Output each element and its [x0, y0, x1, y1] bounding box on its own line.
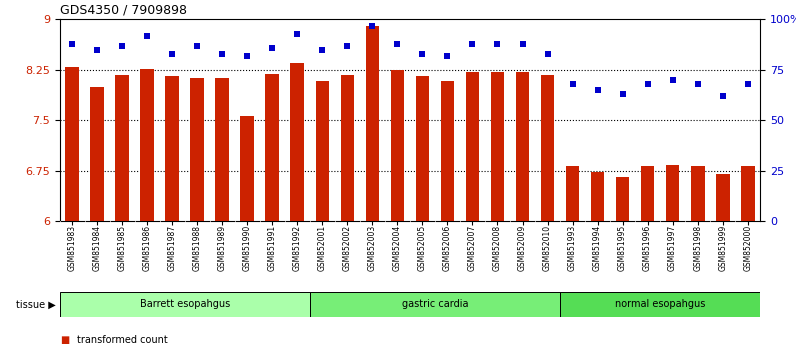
Bar — [310, 292, 560, 317]
Text: GSM851990: GSM851990 — [243, 225, 252, 271]
Bar — [416, 76, 429, 221]
Point — [666, 77, 679, 83]
Bar — [741, 166, 755, 221]
Text: GSM851993: GSM851993 — [568, 225, 577, 271]
Point — [366, 23, 379, 28]
Point — [441, 53, 454, 59]
Point — [391, 41, 404, 46]
Point — [616, 91, 629, 97]
Text: GDS4350 / 7909898: GDS4350 / 7909898 — [60, 3, 187, 16]
Bar — [516, 72, 529, 221]
Point — [466, 41, 479, 46]
Text: GSM852004: GSM852004 — [393, 225, 402, 271]
Text: GSM851986: GSM851986 — [142, 225, 152, 271]
Point — [266, 45, 279, 51]
Text: GSM851988: GSM851988 — [193, 225, 202, 271]
Bar — [566, 166, 579, 221]
Point — [566, 81, 579, 87]
Text: GSM851992: GSM851992 — [293, 225, 302, 271]
Text: GSM851985: GSM851985 — [118, 225, 127, 271]
Bar — [166, 76, 179, 221]
Point — [91, 47, 103, 52]
Bar — [440, 81, 455, 221]
Text: GSM851996: GSM851996 — [643, 225, 652, 271]
Point — [541, 51, 554, 57]
Point — [191, 43, 204, 48]
Point — [516, 41, 529, 46]
Point — [141, 33, 154, 39]
Text: normal esopahgus: normal esopahgus — [615, 299, 705, 309]
Bar — [315, 81, 330, 221]
Bar — [365, 26, 379, 221]
Bar — [391, 70, 404, 221]
Text: GSM852002: GSM852002 — [343, 225, 352, 271]
Bar — [65, 67, 79, 221]
Bar — [490, 72, 505, 221]
Text: GSM851995: GSM851995 — [618, 225, 627, 271]
Text: GSM852009: GSM852009 — [518, 225, 527, 271]
Point — [341, 43, 353, 48]
Bar — [265, 74, 279, 221]
Point — [591, 87, 604, 93]
Bar — [341, 75, 354, 221]
Point — [116, 43, 129, 48]
Text: GSM851999: GSM851999 — [718, 225, 728, 271]
Bar — [190, 78, 204, 221]
Bar — [591, 172, 604, 221]
Text: GSM852001: GSM852001 — [318, 225, 327, 271]
Text: tissue ▶: tissue ▶ — [16, 299, 56, 309]
Point — [241, 53, 254, 59]
Text: GSM851994: GSM851994 — [593, 225, 602, 271]
Bar — [716, 174, 729, 221]
Text: GSM851983: GSM851983 — [68, 225, 76, 271]
Text: GSM852008: GSM852008 — [493, 225, 502, 271]
Text: GSM851998: GSM851998 — [693, 225, 702, 271]
Text: GSM852006: GSM852006 — [443, 225, 452, 271]
Text: GSM852000: GSM852000 — [743, 225, 752, 271]
Bar — [466, 72, 479, 221]
Text: transformed count: transformed count — [77, 335, 168, 345]
Point — [66, 41, 79, 46]
Point — [291, 31, 304, 36]
Point — [491, 41, 504, 46]
Text: GSM851987: GSM851987 — [168, 225, 177, 271]
Point — [166, 51, 178, 57]
Point — [642, 81, 654, 87]
Bar — [691, 166, 704, 221]
Point — [216, 51, 228, 57]
Bar — [115, 75, 129, 221]
Bar — [140, 69, 154, 221]
Text: GSM852007: GSM852007 — [468, 225, 477, 271]
Bar — [641, 166, 654, 221]
Point — [691, 81, 704, 87]
Text: GSM852005: GSM852005 — [418, 225, 427, 271]
Text: GSM851989: GSM851989 — [218, 225, 227, 271]
Text: gastric cardia: gastric cardia — [402, 299, 468, 309]
Bar — [560, 292, 760, 317]
Text: Barrett esopahgus: Barrett esopahgus — [139, 299, 230, 309]
Bar — [540, 75, 554, 221]
Point — [741, 81, 754, 87]
Text: GSM852003: GSM852003 — [368, 225, 377, 271]
Point — [716, 93, 729, 99]
Text: GSM851997: GSM851997 — [668, 225, 677, 271]
Bar — [240, 116, 254, 221]
Point — [316, 47, 329, 52]
Text: GSM851984: GSM851984 — [92, 225, 102, 271]
Bar — [60, 292, 310, 317]
Text: GSM851991: GSM851991 — [267, 225, 277, 271]
Bar — [90, 87, 104, 221]
Bar — [291, 63, 304, 221]
Text: GSM852010: GSM852010 — [543, 225, 552, 271]
Bar — [665, 165, 680, 221]
Bar — [216, 78, 229, 221]
Text: ■: ■ — [60, 335, 69, 345]
Point — [416, 51, 429, 57]
Bar — [615, 177, 630, 221]
